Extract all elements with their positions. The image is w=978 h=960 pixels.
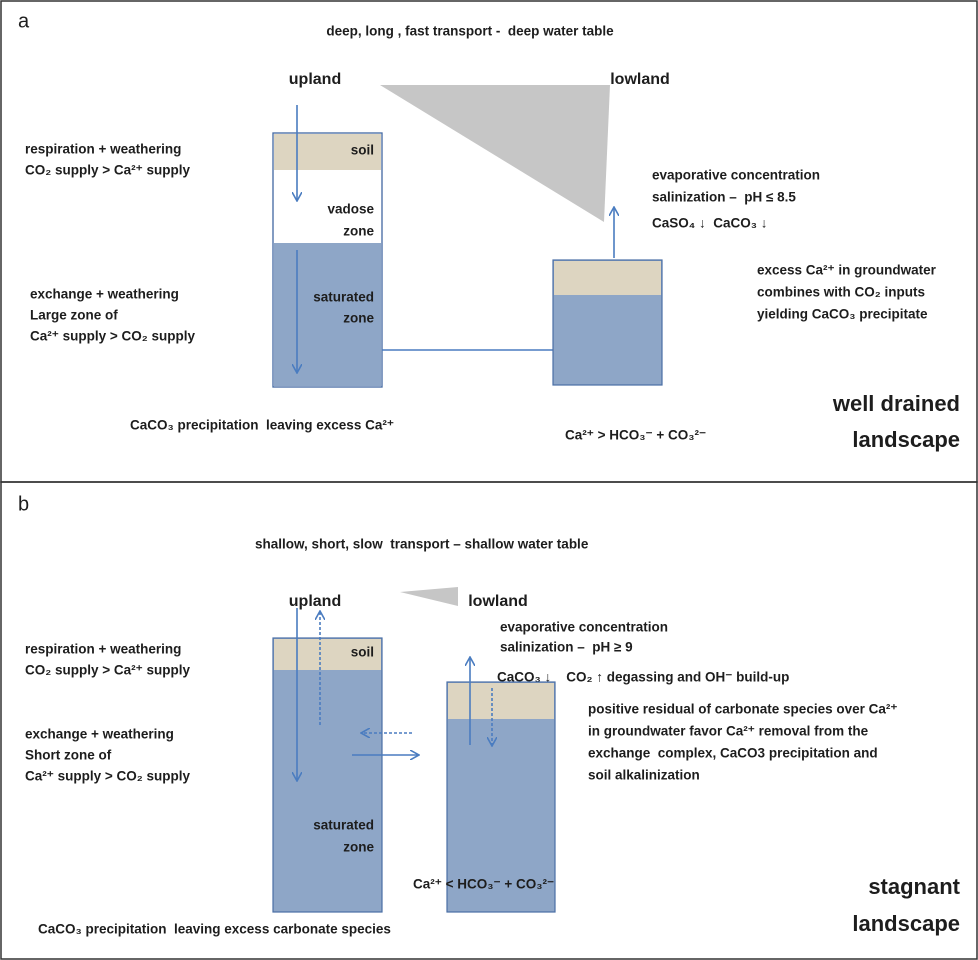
- layer-label: saturated: [313, 818, 374, 833]
- layer-label: saturated: [313, 290, 374, 305]
- note: evaporative concentration: [500, 620, 668, 635]
- diagram: a deep, long , fast transport - deep wat…: [0, 0, 978, 960]
- landscape-label: well drained: [832, 391, 960, 416]
- soil-layer: [448, 683, 554, 719]
- layer-label: soil: [351, 645, 374, 660]
- note: exchange complex, CaCO3 precipitation an…: [588, 746, 878, 761]
- landscape-label: landscape: [852, 427, 960, 452]
- note: Large zone of: [30, 308, 118, 323]
- upland-label: upland: [289, 71, 341, 88]
- note: in groundwater favor Ca²⁺ removal from t…: [588, 724, 869, 739]
- note: Ca²⁺ < HCO₃⁻ + CO₃²⁻: [413, 877, 554, 892]
- lowland-label: lowland: [610, 71, 670, 88]
- note: CO₂ supply > Ca²⁺ supply: [25, 163, 191, 178]
- upland-column: [273, 638, 382, 912]
- note: soil alkalinization: [588, 768, 700, 783]
- note: respiration + weathering: [25, 642, 181, 657]
- note: CaCO₃ precipitation leaving excess Ca²⁺: [130, 418, 394, 433]
- upland-label: upland: [289, 593, 341, 610]
- note: respiration + weathering: [25, 142, 181, 157]
- landscape-label: landscape: [852, 911, 960, 936]
- note: CaCO₃ precipitation leaving excess carbo…: [38, 922, 391, 937]
- note: exchange + weathering: [25, 727, 174, 742]
- water-table-gradient: [380, 85, 610, 222]
- panel-title: shallow, short, slow transport – shallow…: [255, 537, 589, 552]
- note: Ca²⁺ supply > CO₂ supply: [25, 769, 191, 784]
- layer-label: vadose: [327, 202, 374, 217]
- panel-title: deep, long , fast transport - deep water…: [326, 24, 614, 39]
- note: Ca²⁺ > HCO₃⁻ + CO₃²⁻: [565, 428, 706, 443]
- landscape-label: stagnant: [868, 874, 960, 899]
- note: salinization – pH ≤ 8.5: [652, 190, 796, 205]
- note: CO₂ supply > Ca²⁺ supply: [25, 663, 191, 678]
- note: Ca²⁺ supply > CO₂ supply: [30, 329, 196, 344]
- lowland-label: lowland: [468, 593, 528, 610]
- panel-label: a: [18, 10, 30, 32]
- note: salinization – pH ≥ 9: [500, 640, 633, 655]
- note: CaSO₄ ↓ CaCO₃ ↓: [652, 216, 767, 231]
- note: positive residual of carbonate species o…: [588, 702, 898, 717]
- note: Short zone of: [25, 748, 112, 763]
- layer-label: zone: [343, 311, 374, 326]
- water-table-gradient: [400, 587, 458, 606]
- layer-label: soil: [351, 143, 374, 158]
- soil-layer: [554, 261, 661, 295]
- note: yielding CaCO₃ precipitate: [757, 307, 928, 322]
- layer-label: zone: [343, 840, 374, 855]
- note: excess Ca²⁺ in groundwater: [757, 263, 937, 278]
- panel-a-frame: [1, 1, 977, 482]
- note: exchange + weathering: [30, 287, 179, 302]
- note: combines with CO₂ inputs: [757, 285, 925, 300]
- layer-label: zone: [343, 224, 374, 239]
- note: evaporative concentration: [652, 168, 820, 183]
- panel-label: b: [18, 493, 29, 515]
